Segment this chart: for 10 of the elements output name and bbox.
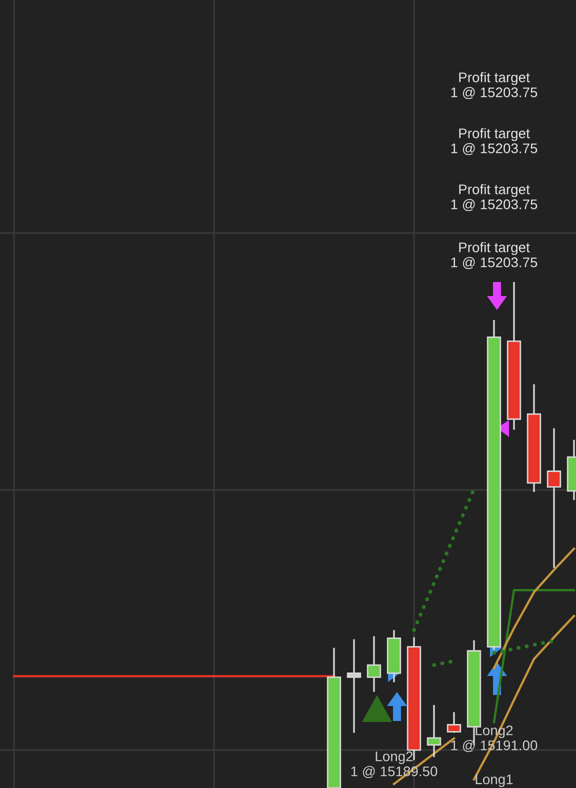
candlestick: [346, 638, 362, 734]
candlestick: [546, 427, 562, 569]
annotation: Long1: [476, 774, 513, 787]
text: Profit target 1 @ 15203.75: [451, 72, 538, 100]
candlestick: [446, 711, 462, 734]
text: Profit target 1 @ 15203.75: [451, 242, 538, 270]
text: Profit target 1 @ 15203.75: [451, 128, 538, 156]
text: Profit target 1 @ 15203.75: [451, 184, 538, 212]
candlestick: [366, 635, 382, 693]
candlestick: [426, 704, 442, 758]
